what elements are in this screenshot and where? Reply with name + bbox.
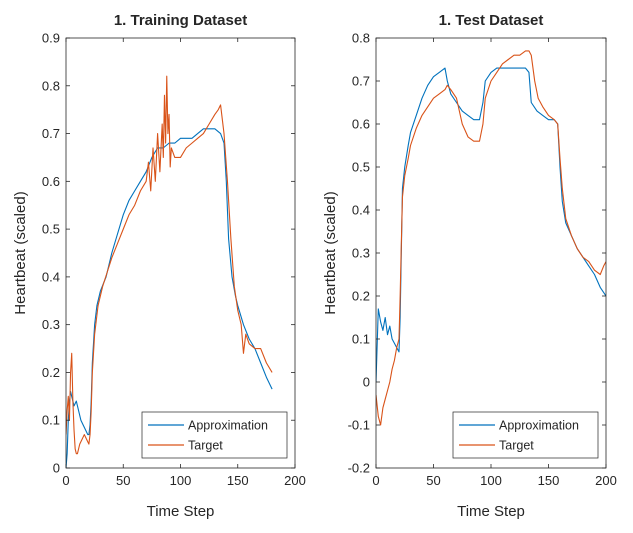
y-tick-label: 0 xyxy=(53,461,60,476)
training-dataset-panel: 0 50 100 150 200 0 0.1 0.2 0.3 0.4 0.5 0.6 0.7 0.8 0.9… xyxy=(12,12,306,520)
y-tick-label: 0.1 xyxy=(352,332,370,347)
x-tick-label: 100 xyxy=(170,473,192,488)
x-tick-label: 50 xyxy=(426,473,440,488)
y-tick-label: 0.5 xyxy=(352,160,370,175)
y-tick-label: 0.8 xyxy=(352,31,370,46)
series-lines xyxy=(376,50,606,426)
x-tick-label: 100 xyxy=(480,473,502,488)
y-tick-label: 0.7 xyxy=(352,74,370,89)
chart-title: 1. Test Dataset xyxy=(439,12,544,29)
legend-box xyxy=(452,411,599,459)
x-tick-label: 0 xyxy=(62,473,69,488)
legend-label: Target xyxy=(499,439,534,453)
series-line-approximation xyxy=(66,128,273,468)
y-tick-label: 0.3 xyxy=(352,246,370,261)
y-tick-label: 0.5 xyxy=(42,222,60,237)
y-tick-label: 0.8 xyxy=(42,78,60,93)
series-lines xyxy=(66,75,273,468)
series-line-target xyxy=(376,50,606,426)
y-tick-label: -0.2 xyxy=(348,461,370,476)
legend-label: Target xyxy=(188,439,223,453)
x-axis-label: Time Step xyxy=(457,503,525,520)
y-tick-label: 0.4 xyxy=(42,269,60,284)
x-axis-label: Time Step xyxy=(147,503,215,520)
plot-area xyxy=(376,38,606,468)
test-dataset-panel: 0 50 100 150 200 -0.2 -0.1 0 0.1 0.2 0.3 0.4 0.5 0.6 0… xyxy=(322,12,617,520)
y-axis-label: Heartbeat (scaled) xyxy=(12,191,29,314)
y-tick-label: 0.9 xyxy=(42,31,60,46)
legend-label: Approximation xyxy=(188,419,268,433)
x-tick-label: 150 xyxy=(538,473,560,488)
y-tick-label: 0.3 xyxy=(42,317,60,332)
y-tick-label: 0.6 xyxy=(42,174,60,189)
x-tick-label: 200 xyxy=(284,473,306,488)
x-tick-label: 200 xyxy=(595,473,617,488)
series-line-target xyxy=(66,75,273,455)
y-tick-label: 0 xyxy=(363,375,370,390)
legend-box xyxy=(141,411,288,459)
chart-title: 1. Training Dataset xyxy=(114,12,247,29)
y-tick-label: 0.4 xyxy=(352,203,370,218)
y-axis-label: Heartbeat (scaled) xyxy=(322,191,339,314)
legend: Approximation Target xyxy=(452,411,599,459)
x-tick-label: 0 xyxy=(372,473,379,488)
plot-area xyxy=(66,38,295,468)
y-tick-label: 0.2 xyxy=(42,365,60,380)
y-tick-label: -0.1 xyxy=(348,418,370,433)
y-tick-label: 0.7 xyxy=(42,126,60,141)
y-tick-label: 0.6 xyxy=(352,117,370,132)
x-tick-label: 150 xyxy=(227,473,249,488)
legend-label: Approximation xyxy=(499,419,579,433)
y-tick-label: 0.2 xyxy=(352,289,370,304)
legend: Approximation Target xyxy=(141,411,288,459)
x-tick-label: 50 xyxy=(116,473,130,488)
y-tick-label: 0.1 xyxy=(42,413,60,428)
